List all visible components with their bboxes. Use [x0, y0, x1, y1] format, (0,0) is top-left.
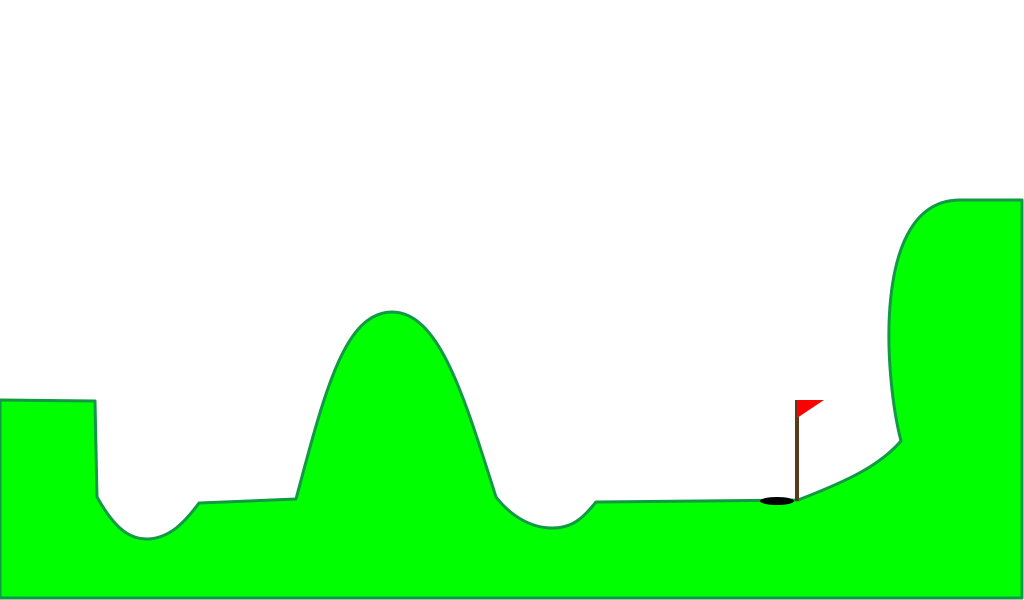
- flag-icon: [795, 400, 824, 501]
- golf-course-terrain: [0, 198, 1024, 600]
- golf-hole: [760, 497, 794, 505]
- flag-pennant: [797, 400, 824, 418]
- flag-pole: [795, 400, 799, 501]
